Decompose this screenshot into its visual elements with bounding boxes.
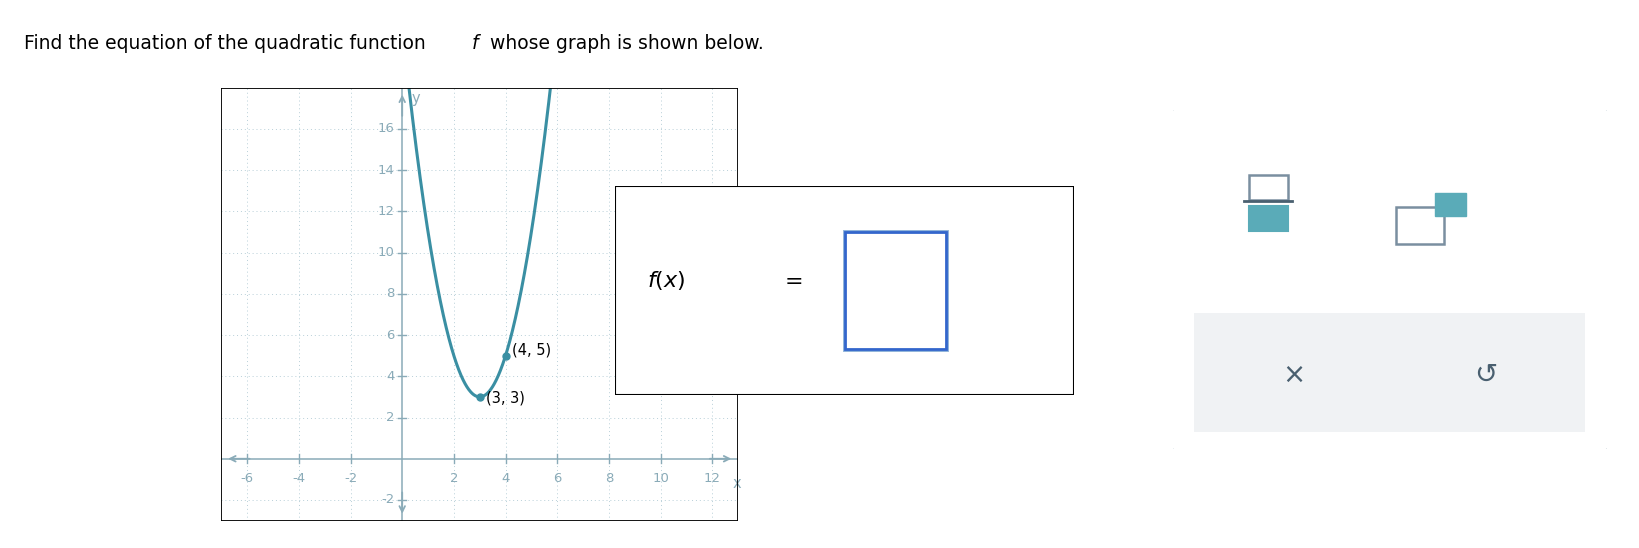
Text: 12: 12 [377, 205, 395, 218]
Text: $=$: $=$ [780, 270, 803, 290]
Text: whose graph is shown below.: whose graph is shown below. [484, 35, 764, 53]
Text: 6: 6 [552, 472, 561, 485]
Text: 8: 8 [385, 287, 395, 300]
Text: 12: 12 [703, 472, 720, 485]
Text: ×: × [1282, 361, 1305, 389]
Text: ↺: ↺ [1473, 361, 1496, 389]
Text: 4: 4 [502, 472, 510, 485]
Text: $f(x)$: $f(x)$ [647, 269, 685, 292]
Text: 4: 4 [385, 370, 395, 383]
Text: 6: 6 [385, 329, 395, 341]
Text: -2: -2 [344, 472, 357, 485]
Text: -6: -6 [241, 472, 254, 485]
FancyBboxPatch shape [844, 232, 946, 349]
Text: (3, 3): (3, 3) [485, 390, 524, 405]
Text: 10: 10 [652, 472, 669, 485]
Bar [221, 88, 738, 521]
Text: 10: 10 [377, 246, 395, 259]
Bar [1434, 193, 1465, 216]
Text: 2: 2 [385, 411, 395, 424]
Text: 2: 2 [449, 472, 457, 485]
Text: Find the equation of the quadratic function: Find the equation of the quadratic funct… [25, 35, 433, 53]
Text: x: x [733, 476, 741, 491]
Bar [1247, 175, 1287, 199]
Text: (4, 5): (4, 5) [511, 342, 551, 358]
FancyBboxPatch shape [1167, 106, 1611, 453]
Bar [844, 232, 946, 349]
Text: 16: 16 [377, 122, 395, 135]
Text: y: y [411, 91, 420, 106]
Text: f: f [470, 35, 477, 53]
Text: 8: 8 [605, 472, 613, 485]
Bar [1247, 207, 1287, 231]
Text: 14: 14 [377, 164, 395, 176]
Text: -4: -4 [292, 472, 305, 485]
Text: -2: -2 [380, 494, 395, 506]
